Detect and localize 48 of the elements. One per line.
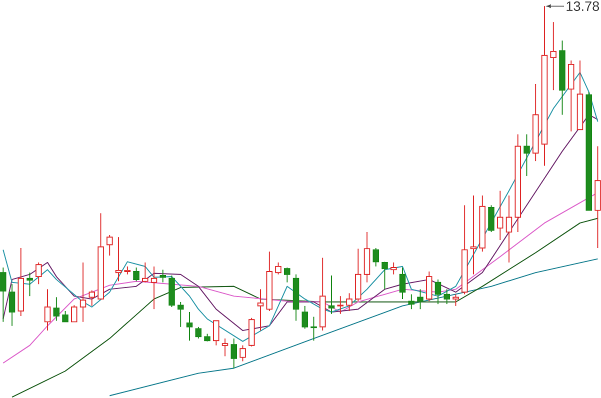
candlestick	[80, 262, 86, 322]
candlestick	[230, 338, 238, 369]
candlestick	[186, 312, 193, 342]
candlestick	[88, 290, 96, 307]
candlestick	[275, 262, 282, 276]
candlestick	[195, 326, 202, 340]
candlestick	[434, 279, 442, 305]
candlestick	[36, 262, 42, 285]
candlestick	[417, 288, 424, 310]
candlestick	[142, 262, 148, 284]
candlestick	[106, 234, 113, 256]
annotation: 13.78	[566, 2, 600, 12]
candlestick	[222, 338, 228, 357]
candlestick	[470, 195, 477, 276]
candlestick	[346, 292, 352, 312]
candlestick	[337, 296, 344, 314]
candlestick	[452, 294, 459, 307]
candlestick	[506, 195, 512, 264]
candlestick	[0, 267, 6, 322]
candlestick	[550, 22, 556, 91]
candlestick	[160, 269, 166, 284]
candlestick	[71, 304, 78, 322]
candlestick	[62, 310, 68, 322]
candlestick	[240, 345, 246, 362]
candlestick	[488, 204, 494, 233]
candlestick	[496, 190, 504, 241]
candlestick	[115, 236, 122, 282]
candlestick	[213, 320, 220, 346]
candlestick	[524, 134, 530, 177]
candlestick	[257, 288, 264, 332]
candlestick	[302, 306, 308, 330]
candlestick	[26, 272, 33, 297]
candlestick	[444, 288, 450, 305]
candlestick	[408, 294, 415, 310]
candlestick	[8, 284, 16, 326]
candlestick	[44, 288, 51, 332]
candlestick	[426, 271, 432, 302]
candlestick	[328, 275, 335, 314]
candlestick	[310, 316, 317, 342]
candlestick	[372, 248, 380, 268]
candlestick	[399, 267, 406, 300]
candlestick	[177, 302, 184, 328]
candlestick	[53, 296, 60, 322]
candlestick	[390, 262, 397, 276]
candlestick	[284, 267, 290, 284]
candlestick	[150, 266, 158, 310]
candlestick	[133, 267, 140, 282]
candlestick	[382, 261, 388, 290]
